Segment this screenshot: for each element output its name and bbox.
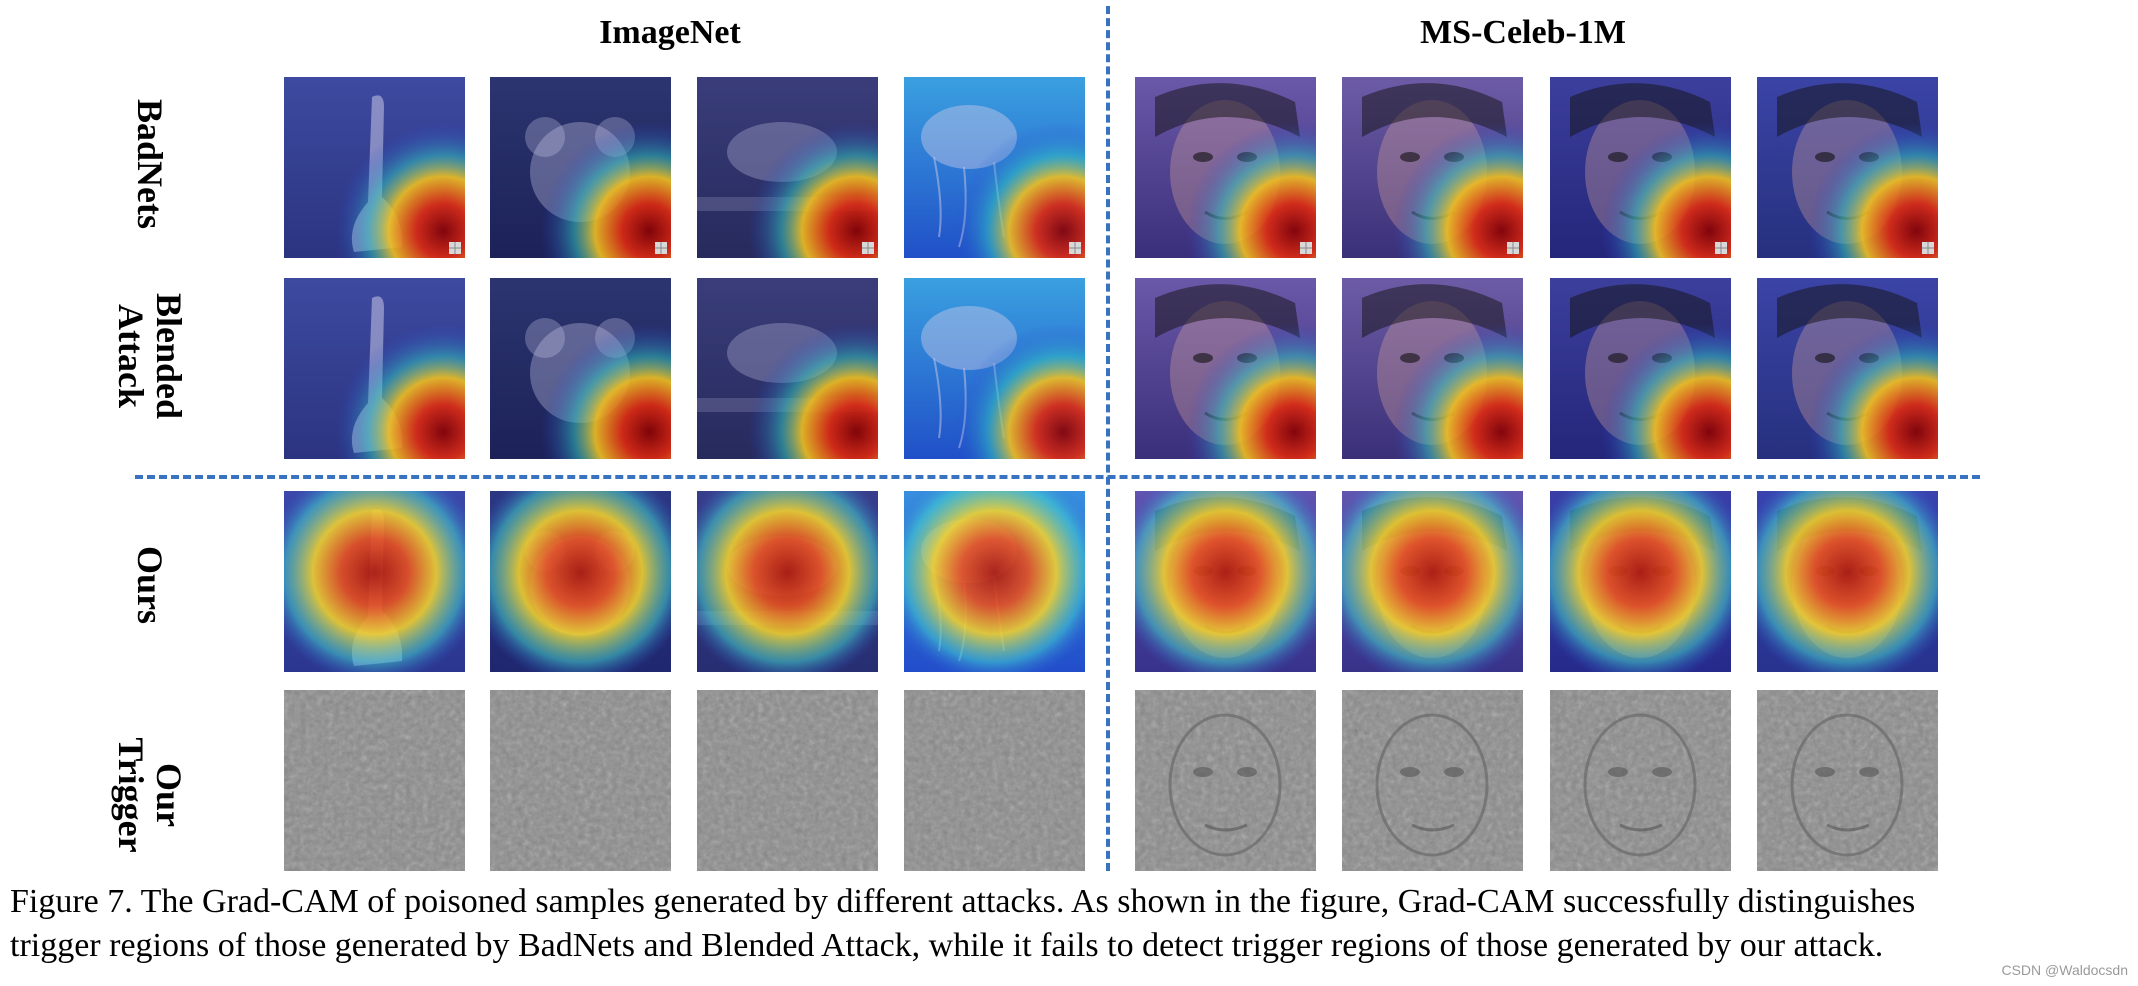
row-label-line: BadNets [130,98,170,229]
thumbnail-blended-female-face-2 [1342,278,1523,459]
thumbnail-ours-swan [284,491,465,672]
thumbnail-trigger-koala-in-grass [490,690,671,871]
thumbnail-blended-koala-in-grass [490,278,671,459]
thumbnail-blended-female-face-1 [1135,278,1316,459]
thumbnail-trigger-jellyfish [904,690,1085,871]
row-label-trigger: Our Trigger [111,705,189,885]
thumbnail-trigger-swan [284,690,465,871]
thumbnail-trigger-koala-on-branch [697,690,878,871]
thumbnail-blended-jellyfish [904,278,1085,459]
row-label-line: Trigger [111,737,151,853]
thumbnail-ours-koala-on-branch [697,491,878,672]
vertical-divider [1106,6,1110,871]
row-label-line: Attack [111,304,151,408]
thumbnail-badnets-male-face-2 [1757,77,1938,258]
row-label-line: Ours [130,545,170,624]
watermark: CSDN @Waldocsdn [2001,962,2128,978]
thumbnail-blended-male-face-2 [1757,278,1938,459]
row-label-line: Blended [149,292,189,420]
row-label-ours: Ours [115,495,185,675]
column-header-ms-celeb-1m: MS-Celeb-1M [1420,14,1626,51]
column-header-imagenet: ImageNet [599,14,741,51]
thumbnail-trigger-female-face-2 [1342,690,1523,871]
thumbnail-ours-female-face-1 [1135,491,1316,672]
thumbnail-ours-jellyfish [904,491,1085,672]
thumbnail-blended-male-face-1 [1550,278,1731,459]
thumbnail-trigger-male-face-1 [1550,690,1731,871]
thumbnail-ours-koala-in-grass [490,491,671,672]
row-label-badnets: BadNets [115,74,185,254]
horizontal-divider [135,475,1980,479]
thumbnail-trigger-female-face-1 [1135,690,1316,871]
thumbnail-badnets-koala-in-grass [490,77,671,258]
thumbnail-badnets-jellyfish [904,77,1085,258]
thumbnail-ours-female-face-2 [1342,491,1523,672]
thumbnail-badnets-male-face-1 [1550,77,1731,258]
figure-caption: Figure 7. The Grad-CAM of poisoned sampl… [10,880,2128,968]
thumbnail-badnets-swan [284,77,465,258]
caption-line-1: Figure 7. The Grad-CAM of poisoned sampl… [10,883,1916,920]
thumbnail-badnets-female-face-2 [1342,77,1523,258]
thumbnail-badnets-koala-on-branch [697,77,878,258]
thumbnail-blended-swan [284,278,465,459]
caption-line-2: trigger regions of those generated by Ba… [10,927,1884,964]
thumbnail-badnets-female-face-1 [1135,77,1316,258]
thumbnail-ours-male-face-1 [1550,491,1731,672]
thumbnail-blended-koala-on-branch [697,278,878,459]
row-label-line: Our [149,762,189,827]
row-label-blended: Blended Attack [111,266,189,446]
thumbnail-trigger-male-face-2 [1757,690,1938,871]
thumbnail-ours-male-face-2 [1757,491,1938,672]
